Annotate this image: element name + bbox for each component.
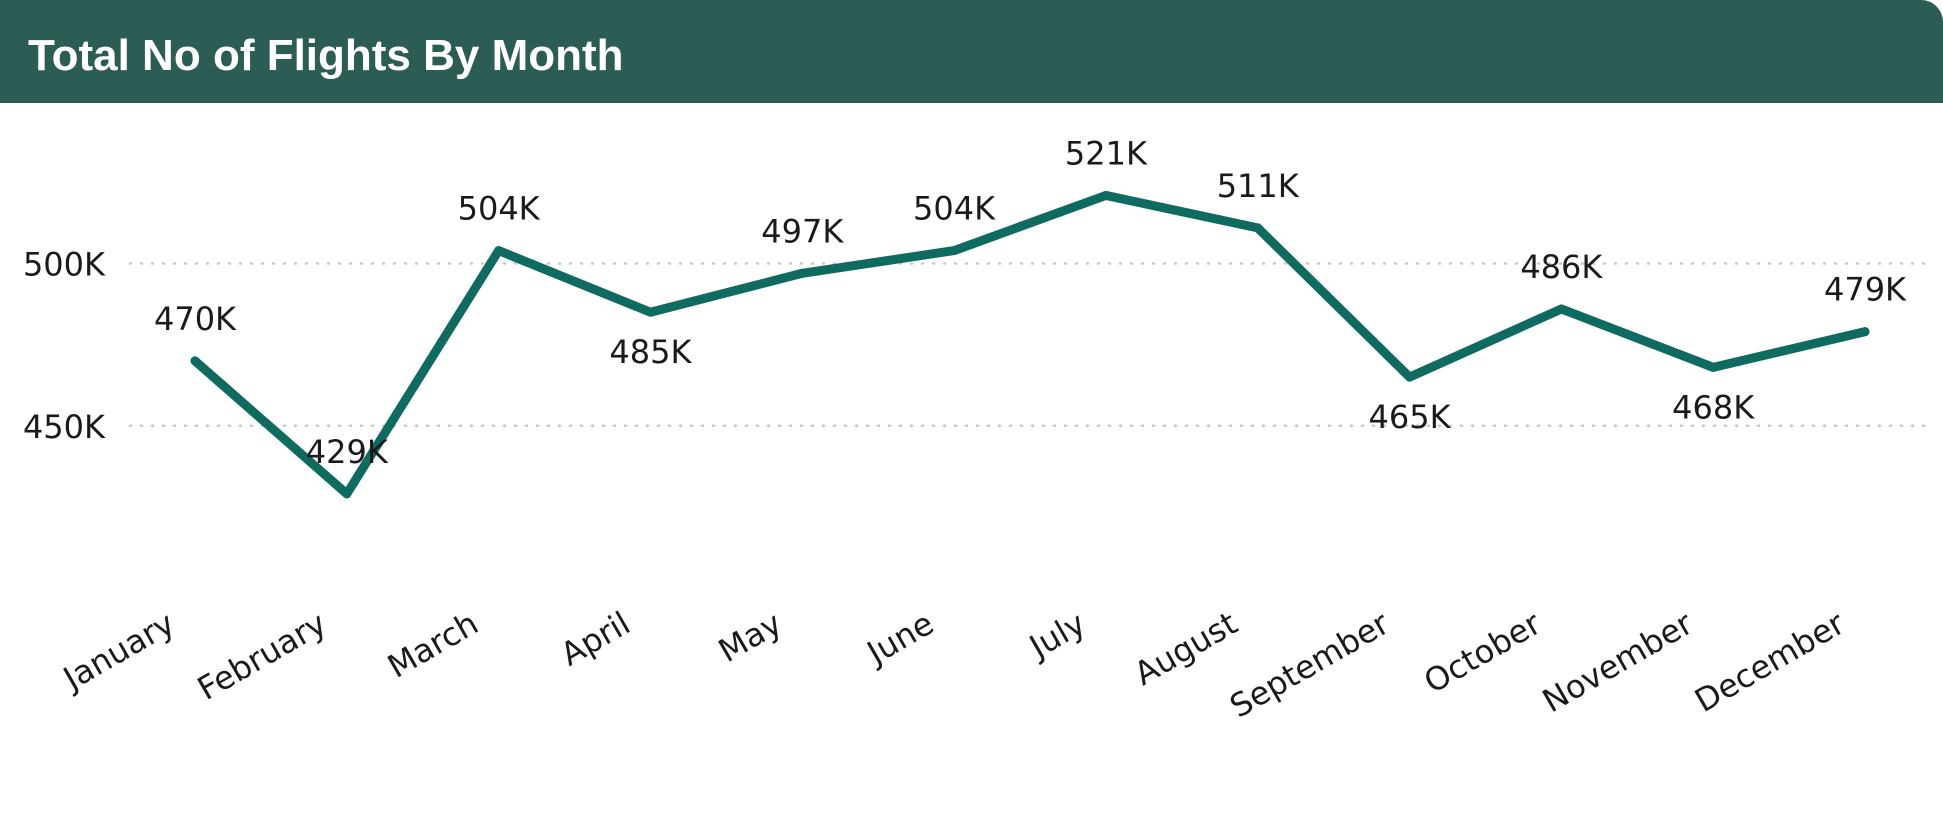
data-point[interactable] (1860, 327, 1870, 337)
data-point[interactable] (1405, 372, 1415, 382)
x-tick-label: June (859, 604, 940, 673)
x-tick-label: January (55, 604, 181, 699)
x-tick-label: September (1223, 604, 1396, 726)
data-label: 465K (1369, 398, 1452, 436)
data-label: 468K (1672, 388, 1755, 426)
x-tick-label: October (1417, 604, 1548, 701)
data-point[interactable] (949, 246, 959, 256)
data-point[interactable] (645, 307, 655, 317)
x-tick-label: November (1536, 604, 1700, 721)
data-point[interactable] (1253, 223, 1263, 233)
series (190, 190, 1870, 499)
data-label: 521K (1065, 134, 1148, 172)
data-point[interactable] (190, 356, 200, 366)
y-axis: 450K 500K (23, 246, 106, 446)
chart-title: Total No of Flights By Month (28, 31, 624, 80)
data-label: 504K (458, 190, 541, 228)
data-label: 486K (1520, 248, 1603, 286)
y-tick-label: 500K (23, 246, 106, 284)
x-axis: January February March April May June July Augu… (55, 604, 1852, 726)
data-point[interactable] (342, 489, 352, 499)
data-label: 504K (913, 190, 996, 228)
x-tick-label: July (1021, 604, 1092, 667)
data-point[interactable] (1708, 362, 1718, 372)
x-tick-label: August (1128, 604, 1244, 693)
data-label: 511K (1217, 167, 1300, 205)
x-tick-label: February (191, 604, 333, 708)
data-point[interactable] (494, 246, 504, 256)
data-point[interactable] (1556, 304, 1566, 314)
data-point[interactable] (1101, 190, 1111, 200)
data-labels: 470K 429K 504K 485K 497K 504K 521K 511K 465K 486K… (154, 134, 1907, 470)
data-label: 429K (306, 433, 389, 471)
data-point[interactable] (797, 268, 807, 278)
x-tick-label: December (1688, 604, 1851, 720)
y-tick-label: 450K (23, 408, 106, 446)
chart-header: Total No of Flights By Month (0, 0, 1943, 103)
series-line (190, 190, 1870, 499)
data-label: 497K (761, 212, 844, 250)
x-tick-label: May (712, 604, 788, 670)
x-tick-label: April (554, 604, 636, 673)
data-label: 470K (154, 300, 237, 338)
data-label: 479K (1824, 271, 1907, 309)
data-label: 485K (609, 333, 692, 371)
x-tick-label: March (381, 604, 484, 686)
